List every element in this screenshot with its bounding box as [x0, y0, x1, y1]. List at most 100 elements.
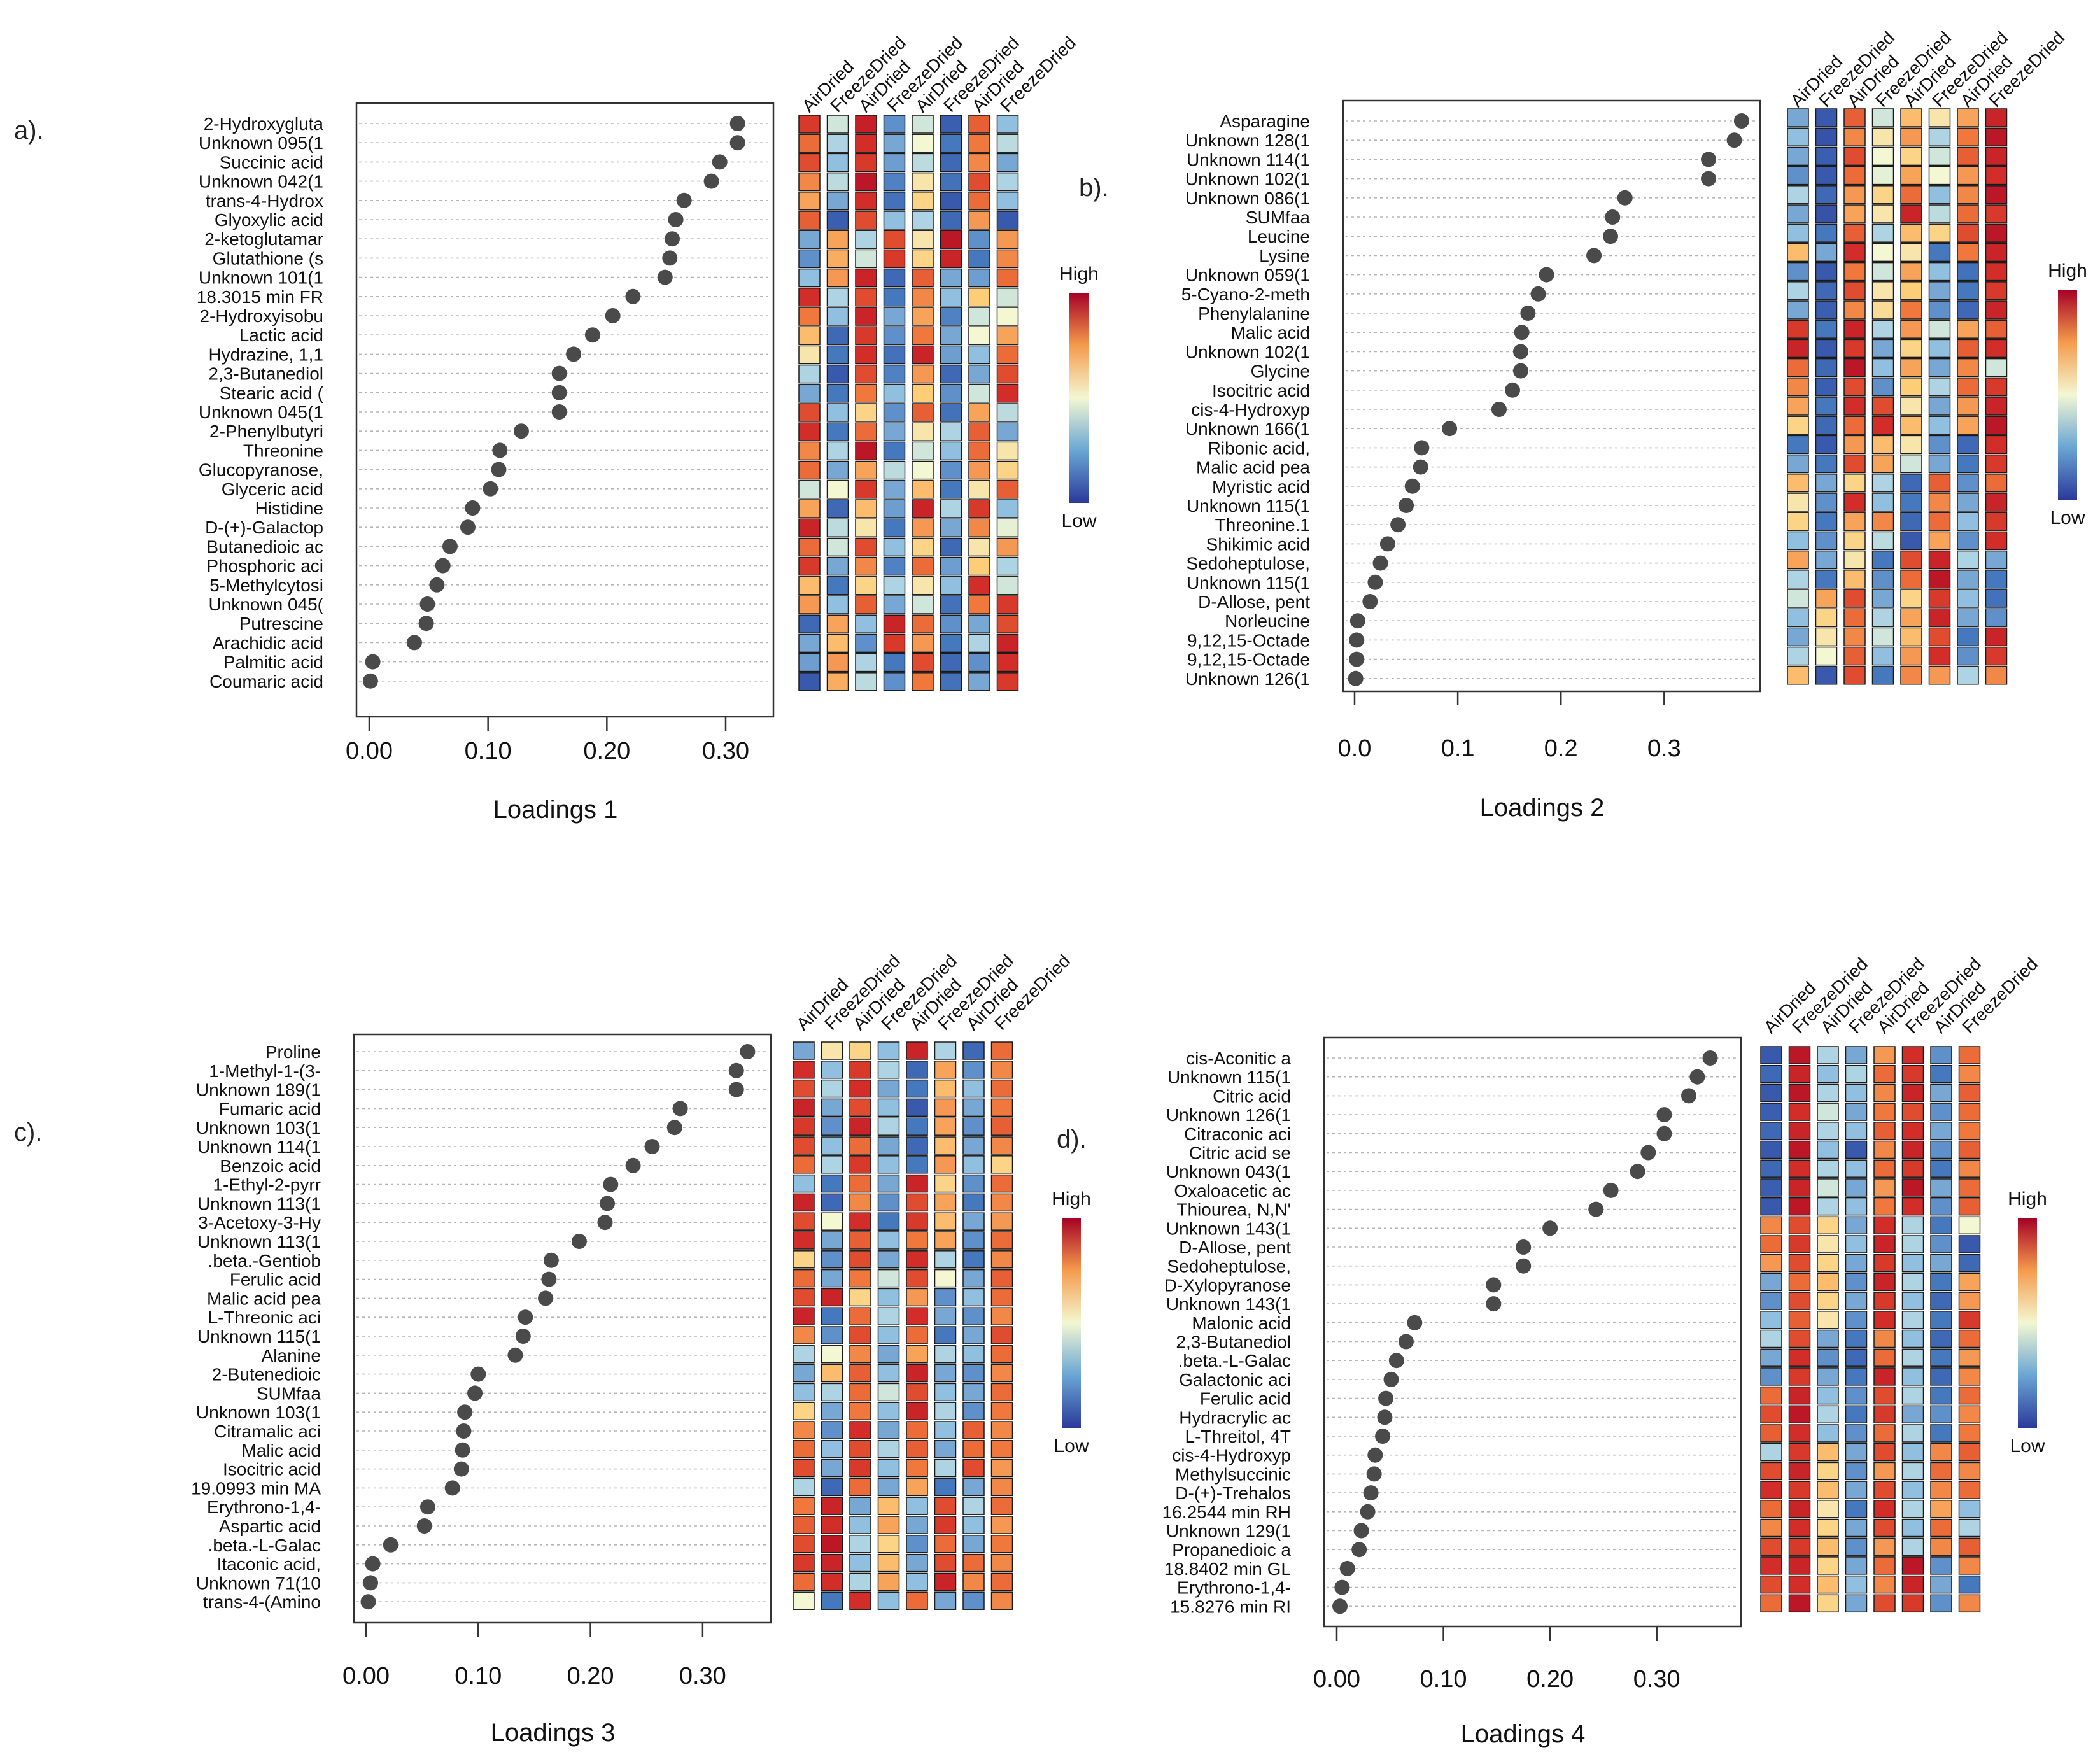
- heatmap-cell: [968, 288, 990, 307]
- heatmap-cell: [934, 1458, 957, 1478]
- heatmap-cell: [1901, 1216, 1924, 1235]
- heatmap-cell: [1873, 1537, 1896, 1556]
- row-label: L-Threitol, 4T: [1185, 1427, 1292, 1446]
- row-label: Unknown 129(1: [1166, 1521, 1291, 1541]
- heatmap-cell: [934, 1497, 957, 1515]
- heatmap-cell: [912, 672, 934, 691]
- heatmap-cell: [990, 1402, 1013, 1420]
- row-label: 2,3-Butanediol: [208, 364, 323, 384]
- heatmap-cell: [1817, 1518, 1839, 1537]
- heatmap-cell: [1843, 397, 1866, 416]
- heatmap-cell: [877, 1174, 900, 1193]
- loading-point: [1351, 1542, 1367, 1558]
- heatmap-cell: [1901, 1481, 1924, 1499]
- heatmap-cell: [1788, 1518, 1811, 1537]
- row-label: cis-4-Hydroxyp: [1191, 400, 1310, 420]
- heatmap-cell: [912, 268, 934, 288]
- heatmap-cell: [1787, 493, 1809, 512]
- row-label: Itaconic acid,: [217, 1555, 321, 1574]
- heatmap-cell: [1957, 646, 1979, 666]
- heatmap-cell: [990, 1117, 1013, 1136]
- heatmap-cell: [940, 230, 962, 249]
- heatmap-cell: [968, 172, 990, 192]
- row-label: 2-Hydroxygluta: [204, 114, 324, 134]
- heatmap-cell: [1958, 1367, 1981, 1386]
- heatmap-cell: [1788, 1575, 1811, 1594]
- row-label: Oxaloacetic ac: [1174, 1181, 1291, 1201]
- heatmap-cell: [1930, 1594, 1952, 1613]
- heatmap-cell: [1843, 185, 1866, 204]
- heatmap-cell: [798, 364, 821, 384]
- heatmap-cell: [1930, 1556, 1952, 1575]
- heatmap-cell: [962, 1402, 985, 1420]
- heatmap-cell: [1817, 1083, 1839, 1103]
- heatmap-cell: [906, 1212, 928, 1231]
- heatmap-cell: [1815, 512, 1838, 531]
- loading-point: [729, 135, 745, 151]
- heatmap-cell: [849, 1136, 871, 1155]
- heatmap-cell: [906, 1231, 928, 1250]
- heatmap-cell: [1815, 570, 1838, 589]
- heatmap-cell: [877, 1061, 900, 1079]
- heatmap-cell: [849, 1345, 871, 1364]
- loading-point: [1349, 651, 1365, 667]
- heatmap-cell: [1788, 1594, 1811, 1613]
- heatmap-cell: [990, 1383, 1013, 1402]
- heatmap-cell: [826, 211, 849, 230]
- loading-point: [457, 1404, 473, 1420]
- heatmap-cell: [1985, 127, 2008, 146]
- heatmap-cell: [821, 1516, 843, 1534]
- heatmap-cell: [877, 1478, 900, 1497]
- heatmap-cell: [798, 556, 821, 576]
- heatmap-cell: [1787, 320, 1809, 339]
- heatmap-cell: [968, 153, 990, 173]
- row-label: Butanedioic ac: [206, 537, 323, 556]
- heatmap-cell: [883, 633, 906, 653]
- heatmap-cell: [1760, 1311, 1782, 1329]
- heatmap-cell: [826, 633, 849, 653]
- heatmap-cell: [855, 172, 877, 192]
- heatmap-cell: [1900, 589, 1922, 608]
- heatmap-cell: [962, 1061, 985, 1079]
- loading-point: [1367, 574, 1383, 590]
- heatmap-cell: [793, 1117, 815, 1136]
- heatmap-cell: [1901, 1273, 1924, 1292]
- heatmap-cell: [826, 364, 849, 384]
- heatmap-cell: [1958, 1292, 1981, 1310]
- heatmap-cell: [1843, 493, 1866, 512]
- loading-point: [740, 1044, 756, 1059]
- loading-point: [657, 269, 673, 285]
- heatmap-cell: [1957, 339, 1979, 358]
- heatmap-cell: [826, 460, 849, 480]
- heatmap-cell: [883, 307, 906, 326]
- heatmap-cell: [990, 1478, 1013, 1497]
- heatmap-cell: [940, 192, 962, 211]
- heatmap-cell: [968, 364, 990, 384]
- heatmap-cell: [996, 307, 1019, 326]
- heatmap-cell: [883, 172, 906, 192]
- heatmap-cell: [940, 556, 962, 576]
- loading-point: [416, 1518, 432, 1534]
- heatmap-cell: [1930, 1537, 1952, 1556]
- heatmap-cell: [1900, 146, 1922, 166]
- heatmap-cell: [877, 1421, 900, 1439]
- heatmap-cell: [1871, 550, 1894, 570]
- heatmap-cell: [1901, 1537, 1924, 1556]
- row-label: Palmitic acid: [223, 653, 323, 672]
- row-label: 9,12,15-Octade: [1187, 630, 1310, 650]
- row-label: Norleucine: [1225, 611, 1310, 631]
- heatmap-cell: [962, 1383, 985, 1402]
- heatmap-cell: [934, 1136, 957, 1155]
- heatmap-cell: [1958, 1083, 1981, 1103]
- heatmap-cell: [1928, 435, 1951, 455]
- heatmap-cell: [996, 384, 1019, 403]
- heatmap-cell: [821, 1591, 843, 1610]
- heatmap-cell: [877, 1136, 900, 1155]
- heatmap-cell: [940, 480, 962, 499]
- heatmap-cell: [1930, 1273, 1952, 1292]
- heatmap-cell: [826, 614, 849, 633]
- heatmap-cell: [793, 1079, 815, 1098]
- heatmap-cell: [1787, 300, 1809, 320]
- x-axis-title: Loadings 2: [1480, 794, 1605, 822]
